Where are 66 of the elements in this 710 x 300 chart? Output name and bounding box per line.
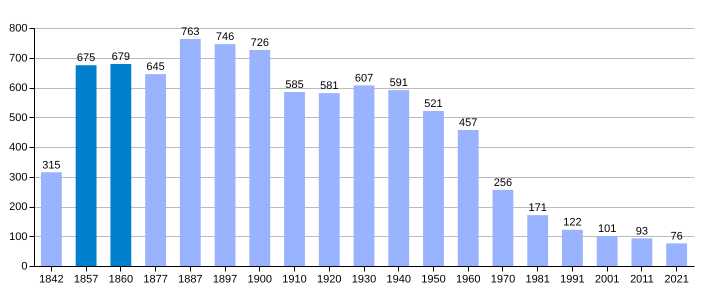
- data-label: 763: [181, 26, 200, 38]
- x-tick-label: 1887: [178, 274, 203, 286]
- y-tick-label: 100: [9, 230, 28, 243]
- data-label: 585: [285, 78, 304, 91]
- bar: [214, 44, 236, 266]
- bar: [110, 64, 132, 266]
- data-label: 746: [216, 31, 234, 44]
- x-tick-label: 1960: [456, 274, 480, 286]
- data-label: 591: [390, 77, 408, 90]
- bar: [596, 236, 618, 266]
- x-tick-label: 1991: [560, 274, 585, 286]
- x-tick-label: 1981: [525, 274, 550, 286]
- bar: [423, 111, 444, 266]
- data-label: 76: [670, 230, 683, 242]
- y-tick-label: 400: [9, 142, 28, 154]
- data-label: 171: [528, 202, 547, 214]
- y-tick-label: 700: [9, 52, 28, 64]
- x-tick-label: 1910: [282, 274, 307, 286]
- data-label: 675: [76, 52, 96, 64]
- data-label: 645: [146, 61, 165, 74]
- bar: [284, 92, 305, 266]
- bar: [145, 74, 166, 266]
- data-label: 726: [250, 37, 269, 50]
- bar: [666, 243, 688, 266]
- data-label: 521: [424, 98, 443, 110]
- data-label: 457: [459, 117, 478, 130]
- x-tick-label: 1920: [317, 274, 342, 286]
- x-tick-label: 1860: [108, 274, 134, 286]
- bar: [76, 65, 97, 266]
- y-tick-label: 800: [9, 22, 28, 34]
- data-label: 679: [112, 50, 130, 63]
- y-tick-label: 600: [9, 82, 28, 94]
- x-tick-label: 1900: [248, 274, 272, 286]
- bar: [388, 90, 410, 266]
- x-tick-label: 1877: [143, 274, 168, 286]
- bar: [458, 130, 479, 266]
- data-label: 315: [42, 159, 61, 172]
- bar: [631, 238, 652, 266]
- data-label: 607: [354, 72, 374, 84]
- x-tick-label: 2021: [664, 274, 689, 286]
- x-tick-label: 1857: [74, 274, 98, 286]
- x-tick-label: 1940: [386, 274, 411, 286]
- y-tick-label: 0: [21, 260, 28, 272]
- y-tick-label: 500: [9, 112, 28, 124]
- x-tick-label: 2001: [594, 274, 620, 286]
- x-tick-label: 1930: [352, 274, 376, 286]
- x-tick-label: 1842: [39, 274, 64, 286]
- bar: [527, 215, 548, 266]
- data-label: 101: [598, 222, 616, 235]
- y-tick-label: 300: [9, 171, 28, 184]
- data-label: 122: [563, 216, 582, 229]
- y-tick-label: 200: [9, 201, 28, 213]
- data-label: 256: [494, 176, 512, 189]
- bar: [180, 39, 201, 266]
- bar: [249, 50, 270, 266]
- data-label: 581: [320, 80, 338, 92]
- bar: [40, 172, 62, 266]
- x-tick-label: 1970: [490, 274, 516, 286]
- data-label: 93: [636, 225, 648, 238]
- x-tick-label: 1897: [212, 274, 238, 286]
- x-tick-label: 1950: [421, 274, 446, 286]
- bar: [492, 190, 514, 266]
- bar: [562, 230, 583, 266]
- bar: [318, 93, 340, 266]
- bar: [354, 85, 374, 266]
- x-tick-label: 2011: [630, 274, 654, 286]
